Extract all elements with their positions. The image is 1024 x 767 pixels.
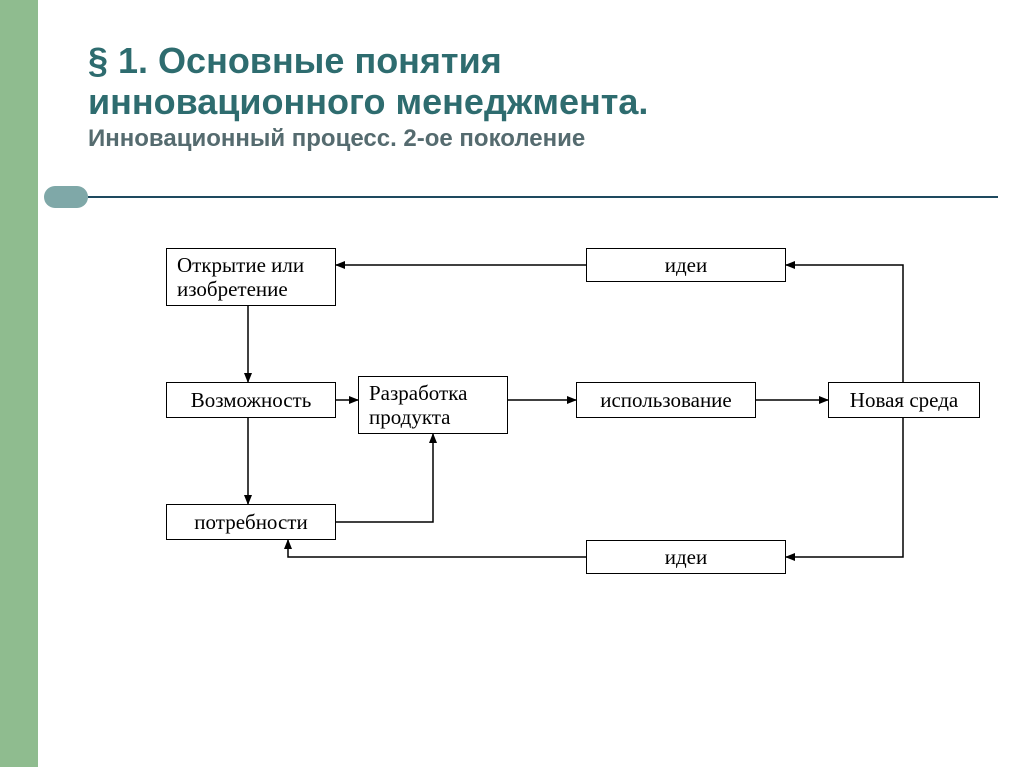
node-label: Разработкапродукта [369, 381, 467, 429]
edge-n6-n8 [786, 418, 903, 557]
node-label: потребности [194, 510, 307, 534]
edge-n8-n7 [288, 540, 586, 557]
node-n3: Возможность [166, 382, 336, 418]
node-label: идеи [665, 253, 707, 277]
node-n2: идеи [586, 248, 786, 282]
node-n5: использование [576, 382, 756, 418]
slide: § 1. Основные понятия инновационного мен… [0, 0, 1024, 767]
flowchart: Открытие илиизобретение идеи Возможность Ра… [38, 0, 1024, 767]
edge-n6-n2 [786, 265, 903, 382]
node-label: Возможность [191, 388, 312, 412]
node-n8: идеи [586, 540, 786, 574]
node-n1: Открытие илиизобретение [166, 248, 336, 306]
node-n7: потребности [166, 504, 336, 540]
node-label: идеи [665, 545, 707, 569]
node-label: Открытие илиизобретение [177, 253, 304, 301]
edge-n7-n4 [336, 434, 433, 522]
node-label: использование [600, 388, 732, 412]
node-n6: Новая среда [828, 382, 980, 418]
node-label: Новая среда [850, 388, 958, 412]
node-n4: Разработкапродукта [358, 376, 508, 434]
